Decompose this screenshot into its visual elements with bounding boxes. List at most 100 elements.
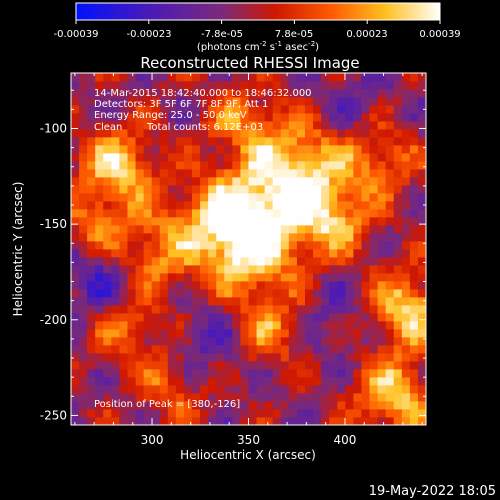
heatmap-cell	[313, 401, 322, 410]
heatmap-cell	[135, 241, 145, 250]
heatmap-cell	[175, 97, 185, 106]
heatmap-cell	[377, 313, 387, 322]
heatmap-cell	[71, 161, 80, 170]
heatmap-cell	[167, 265, 177, 274]
heatmap-cell	[321, 393, 330, 402]
heatmap-cell	[393, 137, 403, 146]
heatmap-cell	[272, 185, 282, 194]
heatmap-cell	[361, 225, 370, 234]
heatmap-cell	[409, 153, 419, 162]
heatmap-cell	[127, 137, 136, 146]
heatmap-cell	[151, 161, 161, 170]
heatmap-cell	[208, 401, 217, 410]
heatmap-cell	[143, 257, 153, 266]
heatmap-cell	[385, 345, 395, 354]
heatmap-cell	[159, 369, 169, 378]
heatmap-cell	[393, 281, 403, 290]
heatmap-cell	[345, 73, 354, 82]
heatmap-cell	[409, 313, 419, 322]
heatmap-cell	[95, 329, 104, 338]
heatmap-cell	[127, 201, 136, 210]
heatmap-cell	[321, 241, 330, 250]
heatmap-cell	[288, 361, 298, 370]
heatmap-cell	[111, 225, 120, 234]
heatmap-cell	[385, 289, 395, 298]
heatmap-cell	[296, 153, 306, 162]
heatmap-cell	[329, 337, 338, 346]
heatmap-cell	[248, 137, 257, 146]
heatmap-cell	[401, 225, 411, 234]
heatmap-cell	[79, 241, 88, 250]
heatmap-cell	[313, 305, 322, 314]
heatmap-cell	[159, 241, 169, 250]
heatmap-cell	[87, 401, 96, 410]
heatmap-cell	[296, 305, 306, 314]
heatmap-cell	[377, 345, 387, 354]
heatmap-cell	[200, 225, 209, 234]
heatmap-cell	[87, 393, 96, 402]
heatmap-cell	[361, 369, 370, 378]
heatmap-cell	[232, 353, 241, 362]
heatmap-cell	[216, 393, 225, 402]
heatmap-cell	[329, 297, 338, 306]
heatmap-cell	[183, 353, 193, 362]
heatmap-cell	[216, 313, 225, 322]
heatmap-cell	[71, 129, 80, 138]
heatmap-cell	[71, 257, 80, 266]
heatmap-cell	[183, 297, 193, 306]
heatmap-cell	[272, 113, 282, 122]
heatmap-cell	[232, 81, 241, 90]
heatmap-cell	[345, 121, 354, 130]
heatmap-cell	[200, 81, 209, 90]
heatmap-cell	[224, 305, 233, 314]
heatmap-cell	[393, 297, 403, 306]
heatmap-cell	[167, 385, 177, 394]
heatmap-cell	[159, 249, 169, 258]
heatmap-cell	[208, 169, 217, 178]
heatmap-cell	[103, 281, 112, 290]
heatmap-cell	[79, 297, 88, 306]
heatmap-cell	[240, 81, 249, 90]
heatmap-cell	[232, 225, 241, 234]
heatmap-cell	[361, 257, 370, 266]
heatmap-cell	[321, 353, 330, 362]
heatmap-cell	[95, 265, 104, 274]
heatmap-cell	[369, 353, 378, 362]
heatmap-cell	[256, 257, 266, 266]
heatmap-cell	[167, 193, 177, 202]
heatmap-cell	[224, 417, 233, 426]
heatmap-cell	[248, 105, 257, 114]
heatmap-cell	[393, 145, 403, 154]
heatmap-cell	[240, 385, 249, 394]
heatmap-cell	[200, 273, 209, 282]
heatmap-cell	[240, 313, 249, 322]
heatmap-cell	[248, 121, 257, 130]
heatmap-cell	[192, 121, 201, 130]
heatmap-cell	[103, 225, 112, 234]
heatmap-cell	[183, 233, 193, 242]
heatmap-cell	[151, 129, 161, 138]
heatmap-cell	[337, 385, 346, 394]
heatmap-cell	[393, 177, 403, 186]
heatmap-cell	[304, 409, 314, 418]
heatmap-cell	[240, 273, 249, 282]
heatmap-cell	[175, 209, 185, 218]
heatmap-cell	[192, 369, 201, 378]
heatmap-cell	[256, 129, 266, 138]
heatmap-cell	[337, 217, 346, 226]
heatmap-cell	[200, 345, 209, 354]
heatmap-cell	[361, 273, 370, 282]
heatmap-cell	[143, 305, 153, 314]
heatmap-cell	[256, 225, 266, 234]
heatmap-cell	[143, 321, 153, 330]
heatmap-cell	[329, 201, 338, 210]
heatmap-cell	[167, 233, 177, 242]
heatmap-cell	[135, 297, 145, 306]
heatmap-cell	[264, 185, 274, 194]
heatmap-cell	[135, 121, 145, 130]
heatmap-cell	[119, 89, 128, 98]
heatmap-cell	[345, 329, 354, 338]
heatmap-cell	[377, 105, 387, 114]
heatmap-cell	[304, 145, 314, 154]
heatmap-cell	[337, 353, 346, 362]
